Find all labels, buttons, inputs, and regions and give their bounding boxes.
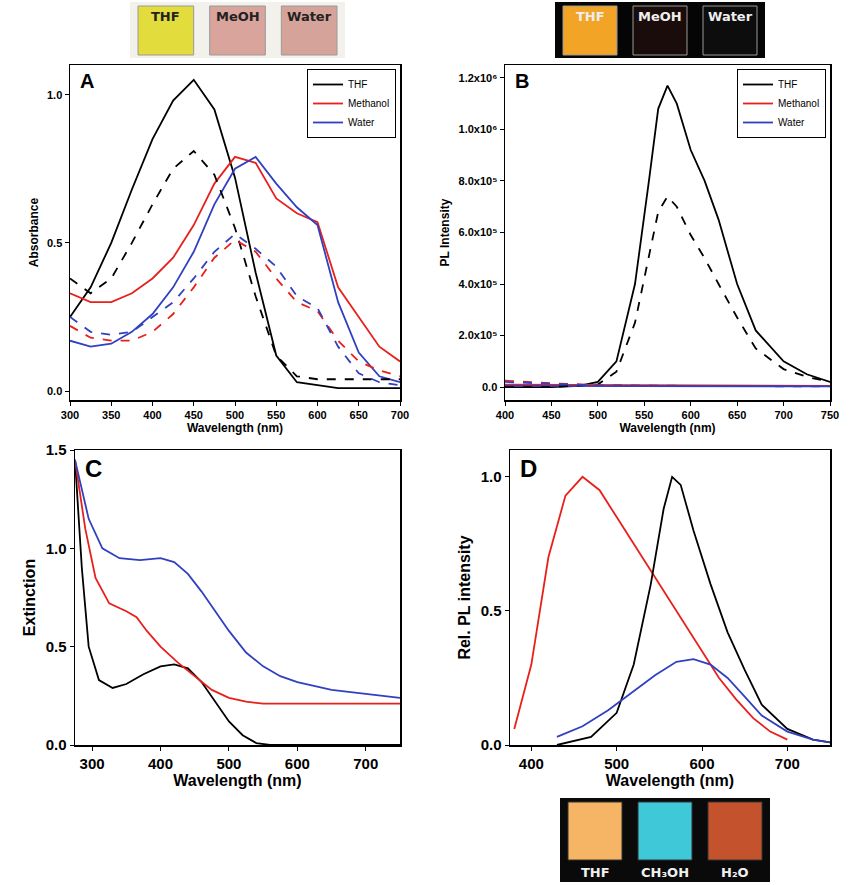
svg-text:350: 350 [102, 409, 120, 421]
svg-text:550: 550 [635, 409, 653, 421]
svg-text:Water: Water [348, 117, 375, 128]
svg-text:600: 600 [682, 409, 700, 421]
svg-text:500: 500 [604, 755, 629, 772]
svg-text:450: 450 [542, 409, 560, 421]
svg-text:600: 600 [689, 755, 714, 772]
svg-text:400: 400 [143, 409, 161, 421]
svg-text:0.0: 0.0 [47, 385, 62, 397]
svg-text:MeOH: MeOH [638, 9, 682, 24]
svg-text:300: 300 [61, 409, 79, 421]
svg-text:400: 400 [496, 409, 514, 421]
svg-text:H₂O: H₂O [721, 865, 749, 880]
svg-text:Water: Water [708, 9, 753, 24]
svg-text:700: 700 [391, 409, 409, 421]
svg-text:1.0x10⁶: 1.0x10⁶ [459, 123, 498, 135]
svg-text:THF: THF [151, 9, 180, 24]
svg-text:Extinction: Extinction [21, 559, 38, 636]
svg-text:THF: THF [348, 79, 367, 90]
svg-text:Rel. PL intensity: Rel. PL intensity [456, 535, 473, 659]
svg-text:Water: Water [287, 9, 332, 24]
svg-text:1.0: 1.0 [47, 89, 62, 101]
svg-text:4.0x10⁵: 4.0x10⁵ [458, 278, 497, 290]
svg-text:750: 750 [821, 409, 839, 421]
svg-text:1.0: 1.0 [46, 540, 67, 557]
svg-text:650: 650 [728, 409, 746, 421]
svg-text:Methanol: Methanol [348, 98, 389, 109]
svg-text:400: 400 [519, 755, 544, 772]
svg-text:0.0: 0.0 [482, 381, 497, 393]
svg-text:Water: Water [778, 117, 805, 128]
svg-text:Wavelength (nm): Wavelength (nm) [619, 421, 715, 435]
svg-text:450: 450 [185, 409, 203, 421]
svg-text:500: 500 [216, 755, 241, 772]
svg-text:1.0: 1.0 [481, 468, 502, 485]
svg-text:0.5: 0.5 [47, 237, 62, 249]
svg-text:600: 600 [285, 755, 310, 772]
svg-text:400: 400 [148, 755, 173, 772]
svg-text:700: 700 [774, 409, 792, 421]
svg-text:Wavelength (nm): Wavelength (nm) [173, 772, 301, 789]
svg-text:Methanol: Methanol [778, 98, 819, 109]
svg-text:550: 550 [267, 409, 285, 421]
svg-text:0.0: 0.0 [46, 736, 67, 753]
svg-text:B: B [515, 70, 529, 92]
svg-text:300: 300 [80, 755, 105, 772]
svg-text:THF: THF [778, 79, 797, 90]
svg-text:A: A [80, 70, 94, 92]
svg-text:600: 600 [308, 409, 326, 421]
svg-text:C: C [85, 455, 102, 482]
svg-text:0.5: 0.5 [481, 602, 502, 619]
svg-text:D: D [520, 455, 537, 482]
svg-text:0.0: 0.0 [481, 736, 502, 753]
svg-text:6.0x10⁵: 6.0x10⁵ [458, 226, 497, 238]
svg-text:500: 500 [226, 409, 244, 421]
svg-text:PL Intensity: PL Intensity [438, 198, 452, 266]
svg-text:MeOH: MeOH [216, 9, 260, 24]
svg-text:1.5: 1.5 [46, 441, 67, 458]
svg-text:0.5: 0.5 [46, 638, 67, 655]
svg-text:2.0x10⁵: 2.0x10⁵ [458, 329, 497, 341]
svg-text:650: 650 [350, 409, 368, 421]
svg-text:8.0x10⁵: 8.0x10⁵ [458, 175, 497, 187]
svg-text:700: 700 [353, 755, 378, 772]
svg-text:Wavelength (nm): Wavelength (nm) [187, 421, 283, 435]
svg-text:THF: THF [581, 865, 610, 880]
svg-text:THF: THF [576, 9, 605, 24]
svg-text:500: 500 [589, 409, 607, 421]
svg-text:Absorbance: Absorbance [27, 198, 41, 268]
svg-text:700: 700 [775, 755, 800, 772]
svg-text:CH₃OH: CH₃OH [641, 865, 689, 880]
svg-text:Wavelength (nm): Wavelength (nm) [606, 772, 734, 789]
svg-text:1.2x10⁶: 1.2x10⁶ [459, 72, 498, 84]
